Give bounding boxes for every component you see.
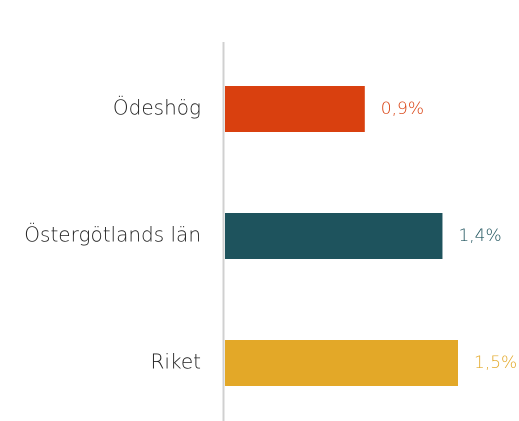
- bar: [225, 340, 458, 386]
- value-label: 0,9%: [381, 99, 424, 119]
- category-label: Ödeshög: [113, 96, 201, 120]
- bar: [225, 213, 443, 259]
- category-label: Östergötlands län: [24, 223, 201, 247]
- bar: [225, 86, 365, 132]
- value-label: 1,5%: [474, 353, 517, 373]
- value-label: 1,4%: [458, 226, 501, 246]
- category-label: Riket: [151, 350, 201, 374]
